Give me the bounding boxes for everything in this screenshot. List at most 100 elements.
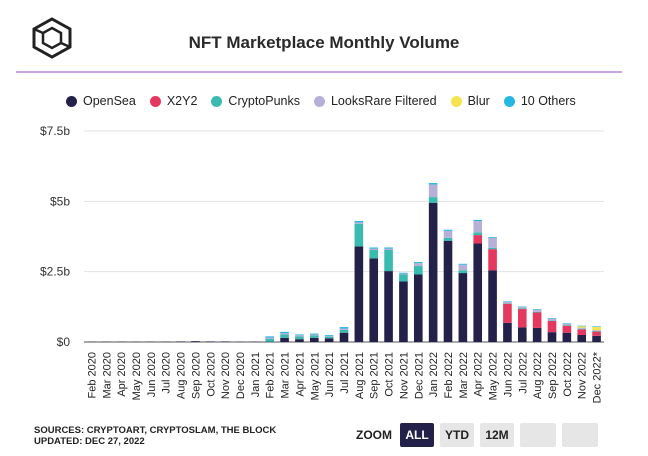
bar-segment[interactable] [339, 328, 349, 330]
bar-segment[interactable] [413, 274, 423, 342]
bar-segment[interactable] [458, 263, 468, 265]
bar-segment[interactable] [592, 326, 601, 331]
bar-segment[interactable] [473, 221, 483, 233]
bar-segment[interactable] [473, 235, 483, 244]
bar-segment[interactable] [265, 336, 275, 338]
bar-segment[interactable] [503, 301, 512, 304]
bar-segment[interactable] [339, 332, 349, 342]
bar-segment[interactable] [503, 303, 512, 323]
bar-segment[interactable] [488, 237, 497, 248]
bar-segment[interactable] [547, 318, 557, 321]
bar-segment[interactable] [176, 341, 185, 342]
legend-item-cryptopunks[interactable]: CryptoPunks [211, 94, 300, 108]
bar-segment[interactable] [577, 327, 587, 329]
bar-segment[interactable] [532, 327, 542, 342]
bar-segment[interactable] [532, 311, 542, 313]
bar-segment[interactable] [309, 333, 319, 335]
bar-segment[interactable] [384, 271, 393, 342]
bar-segment[interactable] [592, 330, 601, 332]
bar-segment[interactable] [443, 230, 453, 238]
bar-segment[interactable] [443, 237, 453, 241]
bar-segment[interactable] [399, 281, 408, 342]
bar-segment[interactable] [592, 331, 601, 332]
bar-segment[interactable] [369, 248, 379, 251]
zoom-extra-button[interactable] [520, 423, 556, 447]
bar-segment[interactable] [265, 338, 275, 342]
bar-segment[interactable] [532, 312, 542, 328]
bar-segment[interactable] [547, 320, 557, 321]
zoom-ytd-button[interactable]: YTD [440, 423, 474, 447]
bar-segment[interactable] [354, 246, 364, 342]
bar-segment[interactable] [295, 336, 304, 340]
bar-segment[interactable] [517, 307, 527, 309]
bar-segment[interactable] [265, 337, 275, 339]
bar-segment[interactable] [413, 263, 423, 267]
bar-segment[interactable] [562, 325, 572, 326]
bar-segment[interactable] [384, 248, 393, 251]
bar-segment[interactable] [384, 250, 393, 272]
bar-segment[interactable] [324, 338, 334, 342]
bar-segment[interactable] [354, 221, 364, 223]
bar-segment[interactable] [339, 329, 349, 333]
bar-segment[interactable] [488, 237, 497, 238]
bar-segment[interactable] [547, 332, 557, 342]
bar-segment[interactable] [280, 333, 289, 335]
bar-segment[interactable] [309, 337, 319, 342]
bar-segment[interactable] [458, 270, 468, 274]
bar-segment[interactable] [399, 272, 408, 274]
bar-segment[interactable] [443, 229, 453, 231]
bar-segment[interactable] [517, 308, 527, 310]
bar-segment[interactable] [577, 329, 587, 335]
bar-segment[interactable] [413, 266, 423, 275]
bar-segment[interactable] [295, 335, 304, 337]
bar-segment[interactable] [280, 334, 289, 338]
bar-segment[interactable] [562, 323, 572, 324]
zoom-12m-button[interactable]: 12M [480, 423, 514, 447]
bar-segment[interactable] [503, 301, 512, 302]
bar-segment[interactable] [577, 328, 587, 330]
legend-item-opensea[interactable]: OpenSea [66, 94, 136, 108]
bar-segment[interactable] [577, 325, 587, 327]
zoom-all-button[interactable]: ALL [400, 423, 434, 447]
bar-segment[interactable] [473, 232, 483, 236]
bar-segment[interactable] [324, 334, 334, 336]
bar-segment[interactable] [458, 264, 468, 271]
legend-item-others[interactable]: 10 Others [503, 94, 576, 108]
bar-segment[interactable] [295, 334, 304, 336]
bar-segment[interactable] [428, 202, 438, 342]
legend-item-x2y2[interactable]: X2Y2 [149, 94, 197, 108]
bar-segment[interactable] [443, 240, 453, 342]
bar-segment[interactable] [547, 320, 557, 333]
bar-segment[interactable] [428, 183, 438, 185]
bar-segment[interactable] [354, 222, 364, 224]
bar-segment[interactable] [503, 303, 512, 304]
bar-segment[interactable] [369, 247, 379, 249]
bar-segment[interactable] [280, 331, 289, 333]
bar-segment[interactable] [309, 334, 319, 336]
bar-segment[interactable] [399, 274, 408, 282]
bar-segment[interactable] [562, 325, 572, 333]
bar-segment[interactable] [517, 306, 527, 308]
bar-segment[interactable] [592, 335, 601, 342]
bar-segment[interactable] [517, 309, 527, 328]
bar-segment[interactable] [369, 250, 379, 259]
bar-segment[interactable] [324, 335, 334, 337]
bar-segment[interactable] [458, 273, 468, 342]
bar-segment[interactable] [562, 323, 572, 326]
bar-segment[interactable] [488, 249, 497, 271]
bar-segment[interactable] [280, 337, 289, 342]
bar-segment[interactable] [191, 341, 200, 342]
bar-segment[interactable] [428, 197, 438, 203]
bar-segment[interactable] [547, 318, 557, 319]
bar-segment[interactable] [473, 243, 483, 342]
bar-segment[interactable] [488, 270, 497, 342]
bar-segment[interactable] [384, 247, 393, 249]
bar-segment[interactable] [220, 341, 230, 342]
bar-segment[interactable] [339, 327, 349, 329]
bar-segment[interactable] [354, 223, 364, 247]
bar-segment[interactable] [503, 322, 512, 342]
bar-segment[interactable] [295, 339, 304, 342]
bar-segment[interactable] [532, 309, 542, 310]
bar-segment[interactable] [488, 247, 497, 250]
zoom-extra-button[interactable] [562, 423, 598, 447]
